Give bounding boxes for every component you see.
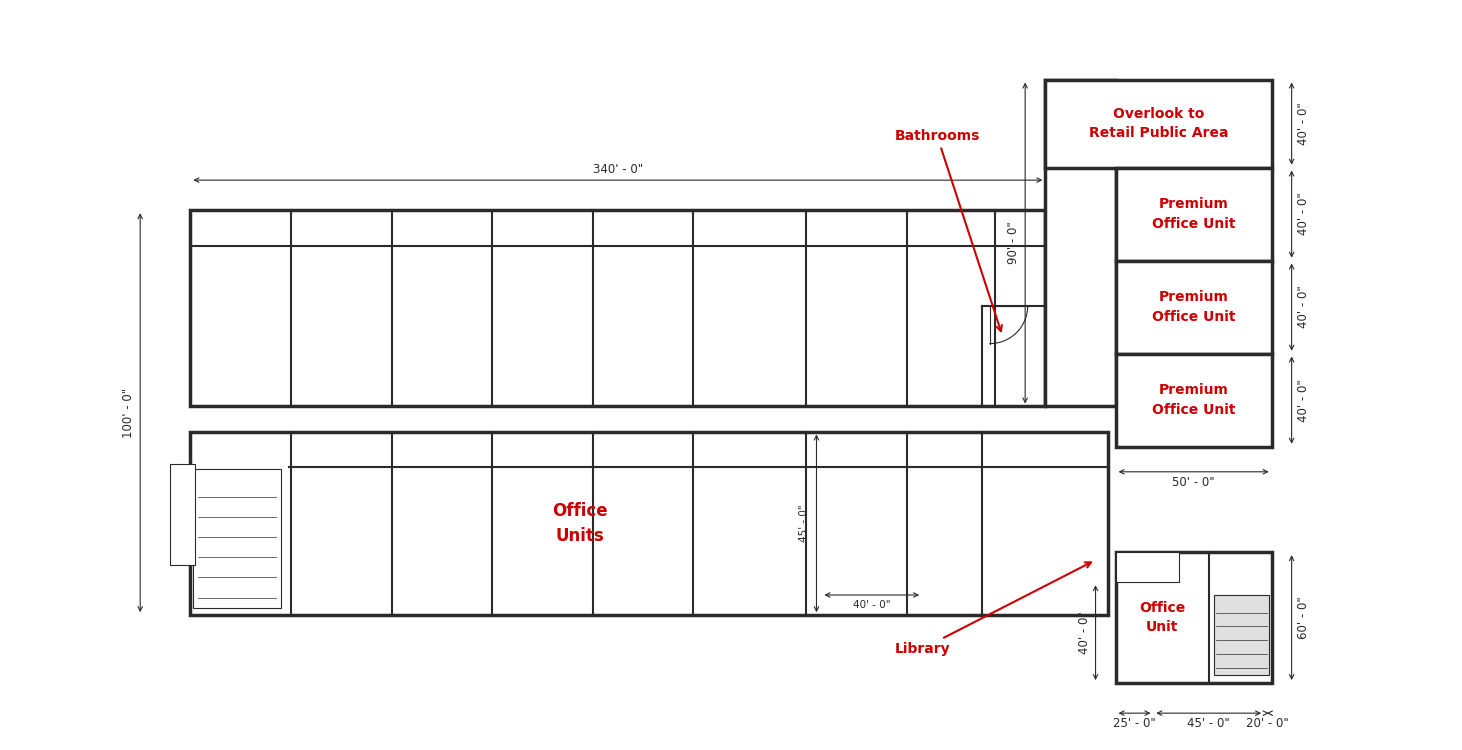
Text: 60' - 0": 60' - 0" xyxy=(1297,596,1310,639)
Text: 40' - 0": 40' - 0" xyxy=(1297,102,1310,145)
Text: 40' - 0": 40' - 0" xyxy=(1297,286,1310,328)
Text: 40' - 0": 40' - 0" xyxy=(852,600,890,610)
Bar xyxy=(1213,595,1269,676)
Text: 20' - 0": 20' - 0" xyxy=(1247,717,1289,730)
Text: Office
Unit: Office Unit xyxy=(1139,601,1186,634)
Bar xyxy=(1116,354,1272,447)
Text: 25' - 0": 25' - 0" xyxy=(1113,717,1156,730)
Bar xyxy=(1116,552,1272,683)
Bar xyxy=(1045,80,1116,407)
Bar xyxy=(1116,552,1178,583)
Text: Premium
Office Unit: Premium Office Unit xyxy=(1152,290,1235,324)
Text: 40' - 0": 40' - 0" xyxy=(1297,379,1310,422)
Text: 40' - 0": 40' - 0" xyxy=(1297,193,1310,236)
Text: 100' - 0": 100' - 0" xyxy=(123,388,135,438)
Text: Overlook to
Retail Public Area: Overlook to Retail Public Area xyxy=(1089,106,1228,140)
Bar xyxy=(193,470,281,608)
Bar xyxy=(171,464,196,565)
Text: Library: Library xyxy=(895,562,1091,656)
Text: 45' - 0": 45' - 0" xyxy=(1187,717,1230,730)
Text: 45' - 0": 45' - 0" xyxy=(798,505,808,542)
Bar xyxy=(190,210,1045,406)
Text: 40' - 0": 40' - 0" xyxy=(1077,611,1091,654)
Text: 50' - 0": 50' - 0" xyxy=(1173,476,1215,488)
Text: Premium
Office Unit: Premium Office Unit xyxy=(1152,383,1235,417)
Text: 340' - 0": 340' - 0" xyxy=(592,164,643,176)
Bar xyxy=(1116,167,1272,260)
Text: Bathrooms: Bathrooms xyxy=(895,129,1001,332)
Text: 90' - 0": 90' - 0" xyxy=(1007,222,1020,265)
Text: Office
Units: Office Units xyxy=(553,502,608,544)
Bar xyxy=(1116,260,1272,354)
Bar xyxy=(1045,80,1272,167)
Text: Premium
Office Unit: Premium Office Unit xyxy=(1152,197,1235,231)
Bar xyxy=(190,431,1108,615)
